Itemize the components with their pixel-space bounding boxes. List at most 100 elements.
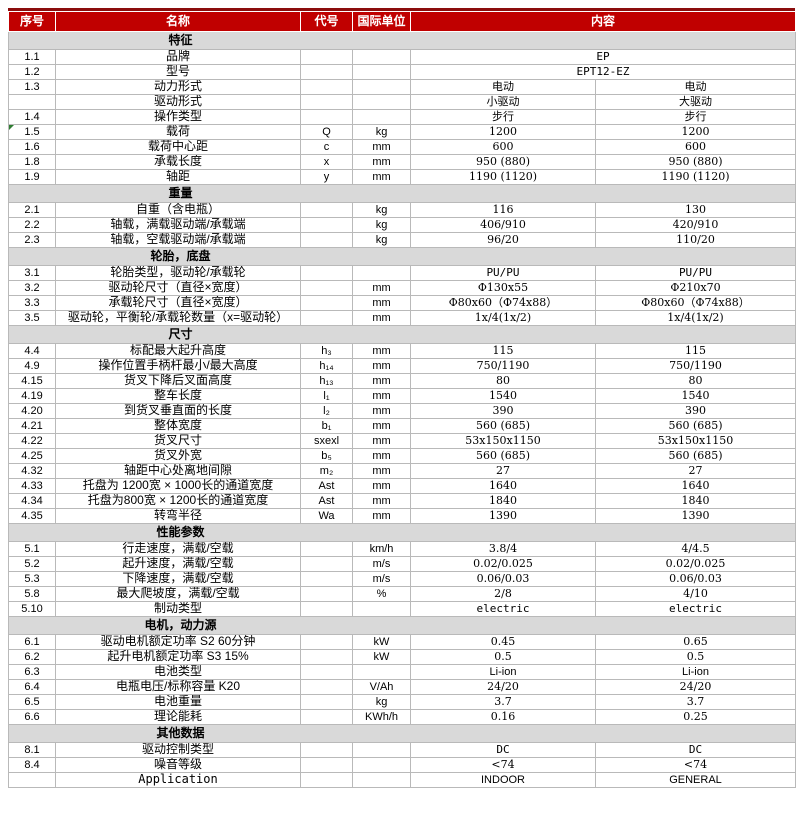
table-row: 1.8 承载长度 x mm 950 (880) 950 (880) (8, 154, 797, 170)
cell-value-2: 0.25 (594, 709, 797, 725)
table-row: 3.5 驱动轮，平衡轮/承载轮数量（x=驱动轮） mm 1x/4(1x/2) 1x/4(… (8, 310, 797, 326)
cell-value-1: 950 (880) (410, 154, 596, 170)
cell-unit: mm (352, 403, 411, 419)
cell-name: 载荷 (55, 124, 301, 140)
cell-value-2: Φ80x60（Φ74x88） (594, 295, 797, 311)
cell-row-no: 8.1 (8, 742, 56, 758)
cell-value-1: 53x150x1150 (410, 433, 596, 449)
cell-value-1: 1390 (410, 508, 596, 524)
cell-value-1: 2/8 (410, 586, 596, 602)
cell-unit: mm (352, 310, 411, 326)
cell-value-1: 1x/4(1x/2) (410, 310, 596, 326)
cell-name: 自重（含电瓶） (55, 202, 301, 218)
cell-name: 整车长度 (55, 388, 301, 404)
cell-unit: mm (352, 493, 411, 509)
cell-code (300, 94, 353, 110)
cell-name: 货叉外宽 (55, 448, 301, 464)
cell-unit (352, 49, 411, 65)
cell-row-no: 3.1 (8, 265, 56, 281)
cell-name: 型号 (55, 64, 301, 80)
section-cell: 特征 (7, 31, 797, 50)
cell-unit: mm (352, 169, 411, 185)
cell-unit: kW (352, 634, 411, 650)
cell-code (300, 64, 353, 80)
cell-row-no: 6.5 (8, 694, 56, 710)
cell-unit: mm (352, 418, 411, 434)
cell-code: Wa (300, 508, 353, 524)
cell-value-2: 600 (594, 139, 797, 155)
section-title: 电机，动力源 (144, 617, 217, 632)
cell-name: 到货叉垂直面的长度 (55, 403, 301, 419)
cell-unit: mm (352, 154, 411, 170)
cell-value-1: 1840 (410, 493, 596, 509)
cell-value-1: electric (410, 601, 596, 617)
cell-value-1: 406/910 (410, 217, 596, 233)
cell-value-2: 1200 (594, 124, 797, 140)
table-row: 2.1 自重（含电瓶） kg 116 130 (8, 202, 797, 218)
cell-corner-marker-icon (9, 125, 14, 130)
cell-row-no: 5.2 (8, 556, 56, 572)
cell-name: 载荷中心距 (55, 139, 301, 155)
cell-row-no: 1.9 (8, 169, 56, 185)
cell-name: 轴载，空载驱动端/承载端 (55, 232, 301, 248)
cell-row-no: 1.5 (8, 124, 56, 140)
section-title: 特征 (168, 32, 193, 47)
cell-value-1: <74 (410, 757, 596, 773)
cell-row-no: 1.1 (8, 49, 56, 65)
cell-code (300, 571, 353, 587)
cell-row-no: 5.10 (8, 601, 56, 617)
section-row: 性能参数 (7, 523, 797, 542)
table-row: 1.9 轴距 y mm 1190 (1120) 1190 (1120) (8, 169, 797, 185)
table-row: 6.4 电瓶电压/标称容量 K20 V/Ah 24/20 24/20 (8, 679, 797, 695)
cell-unit (352, 601, 411, 617)
cell-row-no: 4.34 (8, 493, 56, 509)
spec-table: 序号 名称 代号 国际单位 内容 特征 1.1 品牌 EP 1.2 型号 EPT12-EZ 1… (7, 11, 797, 788)
cell-value-1: 115 (410, 343, 596, 359)
section-title: 其他数据 (156, 725, 205, 740)
cell-value-2: 1390 (594, 508, 797, 524)
cell-value-2: 电动 (594, 79, 797, 95)
cell-code: Ast (300, 493, 353, 509)
cell-value-1: 1200 (410, 124, 596, 140)
section-cell: 尺寸 (7, 325, 797, 344)
cell-value-2: PU/PU (594, 265, 797, 281)
cell-code (300, 709, 353, 725)
cell-unit: mm (352, 358, 411, 374)
cell-unit: m/s (352, 571, 411, 587)
section-cell: 重量 (7, 184, 797, 203)
spec-sheet: 序号 名称 代号 国际单位 内容 特征 1.1 品牌 EP 1.2 型号 EPT12-EZ 1… (7, 8, 797, 788)
cell-row-no: 1.2 (8, 64, 56, 80)
section-cell: 其他数据 (7, 724, 797, 743)
cell-row-no: 5.8 (8, 586, 56, 602)
table-row: 6.3 电池类型 Li-ion Li-ion (8, 664, 797, 680)
cell-row-no: 4.25 (8, 448, 56, 464)
cell-row-no: 3.3 (8, 295, 56, 311)
table-row: 5.1 行走速度，满载/空载 km/h 3.8/4 4/4.5 (8, 541, 797, 557)
cell-name: 动力形式 (55, 79, 301, 95)
section-title: 尺寸 (168, 326, 193, 341)
section-row: 电机，动力源 (7, 616, 797, 635)
cell-value-2: 3.7 (594, 694, 797, 710)
cell-name: 转弯半径 (55, 508, 301, 524)
cell-row-no: 3.5 (8, 310, 56, 326)
cell-value-2: 560 (685) (594, 418, 797, 434)
cell-value-1: 116 (410, 202, 596, 218)
cell-value-1: DC (410, 742, 596, 758)
cell-row-no: 4.19 (8, 388, 56, 404)
cell-value-1: 0.16 (410, 709, 596, 725)
cell-name: 托盘为800宽 × 1200长的通道宽度 (55, 493, 301, 509)
cell-unit (352, 109, 411, 125)
table-row: 8.4 噪音等级 <74 <74 (8, 757, 797, 773)
cell-row-no: 2.3 (8, 232, 56, 248)
cell-value-1: 1540 (410, 388, 596, 404)
header-col-unit: 国际单位 (352, 11, 411, 32)
cell-unit: mm (352, 478, 411, 494)
cell-unit: m/s (352, 556, 411, 572)
table-row: 4.32 轴距中心处离地间隙 m₂ mm 27 27 (8, 463, 797, 479)
cell-value-2: 大驱动 (594, 94, 797, 110)
cell-value-2: 0.02/0.025 (594, 556, 797, 572)
table-row: 5.2 起升速度，满载/空载 m/s 0.02/0.025 0.02/0.025 (8, 556, 797, 572)
table-row: 4.4 标配最大起升高度 h₃ mm 115 115 (8, 343, 797, 359)
cell-value-1: 80 (410, 373, 596, 389)
